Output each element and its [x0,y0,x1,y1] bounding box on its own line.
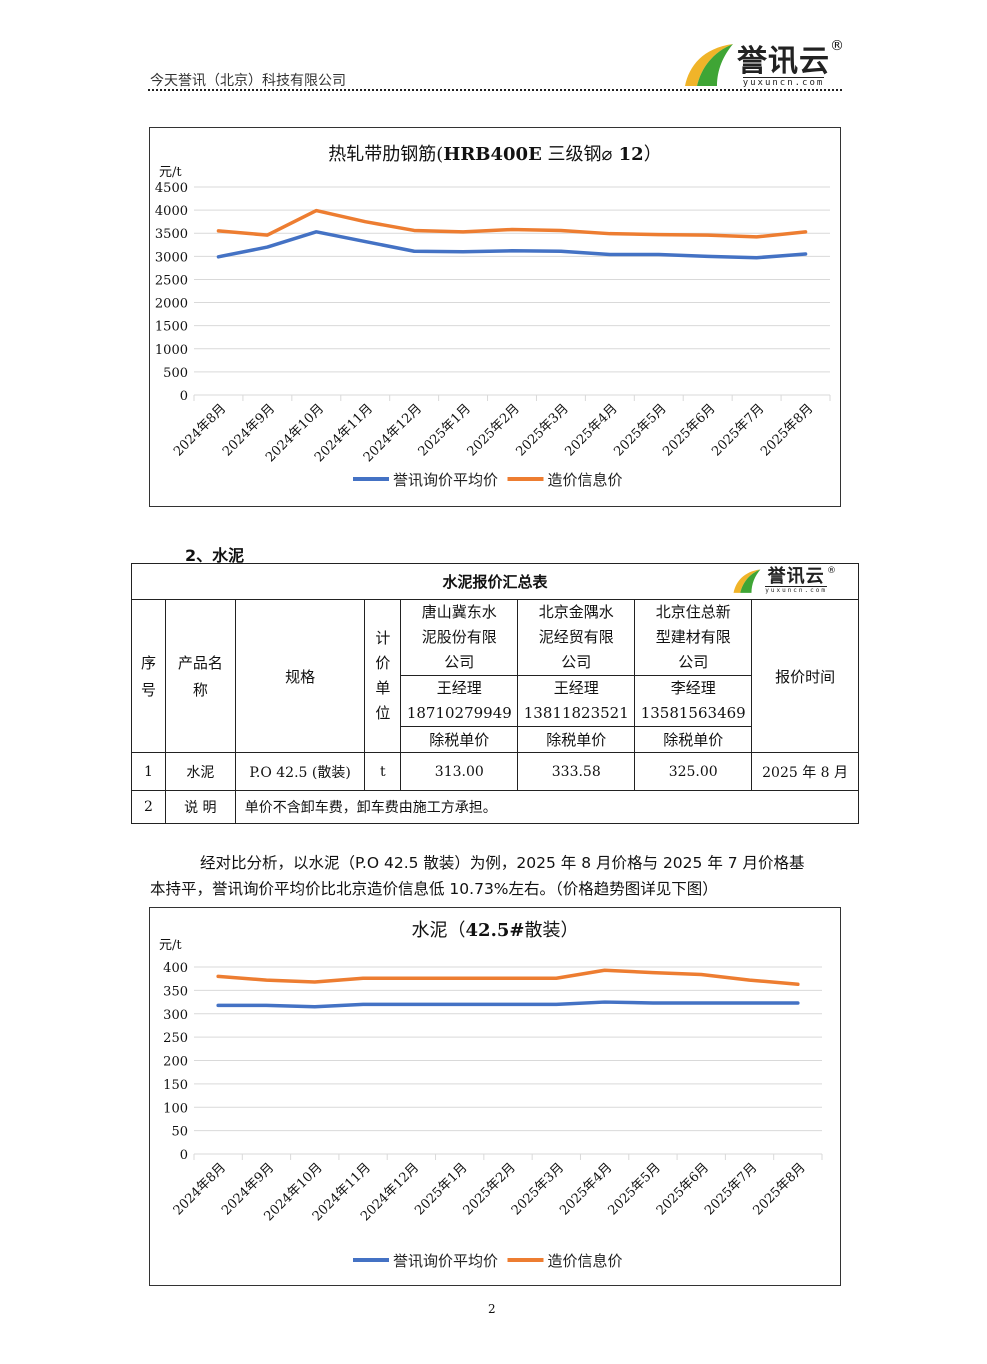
page-number: 2 [488,1302,496,1316]
header-divider [148,89,842,91]
svg-text:4000: 4000 [155,204,188,219]
svg-text:500: 500 [163,366,188,381]
supplier-name-2: 北京金隅水 泥经贸有限 公司 [517,599,636,676]
supplier-contact-2: 王经理 13811823521 [517,675,636,727]
header-quote-time: 报价时间 [751,599,859,753]
chart-cement: 水泥（42.5#散装） 元/t 0 50 100 150 200 250 300 350 400… [149,907,841,1286]
svg-text:200: 200 [163,1055,188,1070]
svg-text:150: 150 [163,1078,188,1093]
logo-text-cn: 誉讯云 [767,566,825,587]
analysis-paragraph: 经对比分析，以水泥（P.O 42.5 散装）为例，2025 年 8 月价格与 2… [150,850,845,902]
svg-text:2500: 2500 [155,273,188,288]
header-spec: 规格 [234,599,366,753]
supplier-name-3: 北京住总新 型建材有限 公司 [634,599,753,676]
header-company-name: 今天誉讯（北京）科技有限公司 [150,73,346,89]
svg-text:2025年8月: 2025年8月 [750,1160,808,1218]
row-product: 水泥 [164,752,236,791]
table-logo: 誉讯云 yuxuncn.com ® [731,566,836,594]
svg-text:造价信息价: 造价信息价 [548,1252,623,1270]
row-price-3: 325.00 [634,752,753,791]
svg-text:1500: 1500 [155,320,188,335]
svg-text:造价信息价: 造价信息价 [548,471,623,489]
row-price-1: 313.00 [400,752,519,791]
cement-quote-table: 水泥报价汇总表 誉讯云 yuxuncn.com ® 序号 产品名称 规格 计价单… [131,563,860,824]
table-note-row: 2 说 明 单价不含卸车费，卸车费由施工方承担。 [131,790,860,824]
svg-text:300: 300 [163,1008,188,1023]
svg-text:1000: 1000 [155,343,188,358]
svg-text:0: 0 [180,1148,188,1163]
paragraph-line-2: 本持平，誉讯询价平均价比北京造价信息低 10.73%左右。（价格趋势图详见下图） [150,880,718,898]
chart-cement-plot: 0501001502002503003504002024年8月2024年9月20… [163,961,823,1270]
chart-cement-unit: 元/t [159,938,182,953]
note-text: 单价不含卸车费，卸车费由施工方承担。 [234,790,860,824]
svg-text:250: 250 [163,1031,188,1046]
logo-text-en: yuxuncn.com [742,77,825,88]
table-title: 水泥报价汇总表 [442,573,548,591]
price-label-2: 除税单价 [517,726,636,753]
note-label: 说 明 [164,790,236,824]
svg-text:350: 350 [163,984,188,999]
logo-text-cn: 誉讯云 [737,44,830,79]
note-seq: 2 [131,790,166,824]
chart-rebar-title: 热轧带肋钢筋(HRB400E 三级钢⌀ 12） [328,144,662,165]
logo-text-en: yuxuncn.com [765,586,827,594]
logo-registered: ® [827,566,836,576]
logo-registered: ® [830,38,844,54]
section-heading: 2、水泥 [185,546,245,565]
svg-text:3000: 3000 [155,250,188,265]
table-row: 1 水泥 P.O 42.5 (散装) t 313.00 333.58 325.0… [131,752,859,791]
header-logo: 誉讯云 yuxuncn.com ® [683,38,844,88]
chart-rebar-unit: 元/t [159,165,182,180]
svg-text:2025年8月: 2025年8月 [758,401,816,459]
svg-text:2000: 2000 [155,297,188,312]
svg-text:400: 400 [163,961,188,976]
svg-text:誉讯询价平均价: 誉讯询价平均价 [393,471,498,489]
price-label-1: 除税单价 [400,726,519,753]
header-product: 产品名称 [164,599,236,753]
table-title-cell: 水泥报价汇总表 誉讯云 yuxuncn.com ® [131,563,859,600]
svg-text:4500: 4500 [155,181,188,196]
logo-swoosh-icon [733,569,761,593]
row-unit: t [364,752,402,791]
supplier-contact-3: 李经理 13581563469 [634,675,753,727]
row-price-2: 333.58 [517,752,636,791]
header-seq: 序号 [131,599,166,753]
header-unit: 计价单位 [364,599,402,753]
price-label-3: 除税单价 [634,726,753,753]
logo-swoosh-icon [685,44,733,86]
svg-text:誉讯询价平均价: 誉讯询价平均价 [393,1252,498,1270]
svg-text:3500: 3500 [155,227,188,242]
row-time: 2025 年 8 月 [751,752,859,791]
paragraph-line-1: 经对比分析，以水泥（P.O 42.5 散装）为例，2025 年 8 月价格与 2… [200,854,805,872]
chart-rebar: 热轧带肋钢筋(HRB400E 三级钢⌀ 12） 元/t 0 500 1000 1500… [149,127,841,507]
svg-text:0: 0 [180,389,188,404]
supplier-name-1: 唐山冀东水 泥股份有限 公司 [400,599,519,676]
chart-cement-title: 水泥（42.5#散装） [411,920,579,941]
svg-text:100: 100 [163,1101,188,1116]
supplier-contact-1: 王经理 18710279949 [400,675,519,727]
row-seq: 1 [131,752,166,791]
row-spec: P.O 42.5 (散装) [234,752,366,791]
chart-rebar-plot: 0500100015002000250030003500400045002024… [155,181,831,489]
svg-text:50: 50 [171,1125,188,1140]
